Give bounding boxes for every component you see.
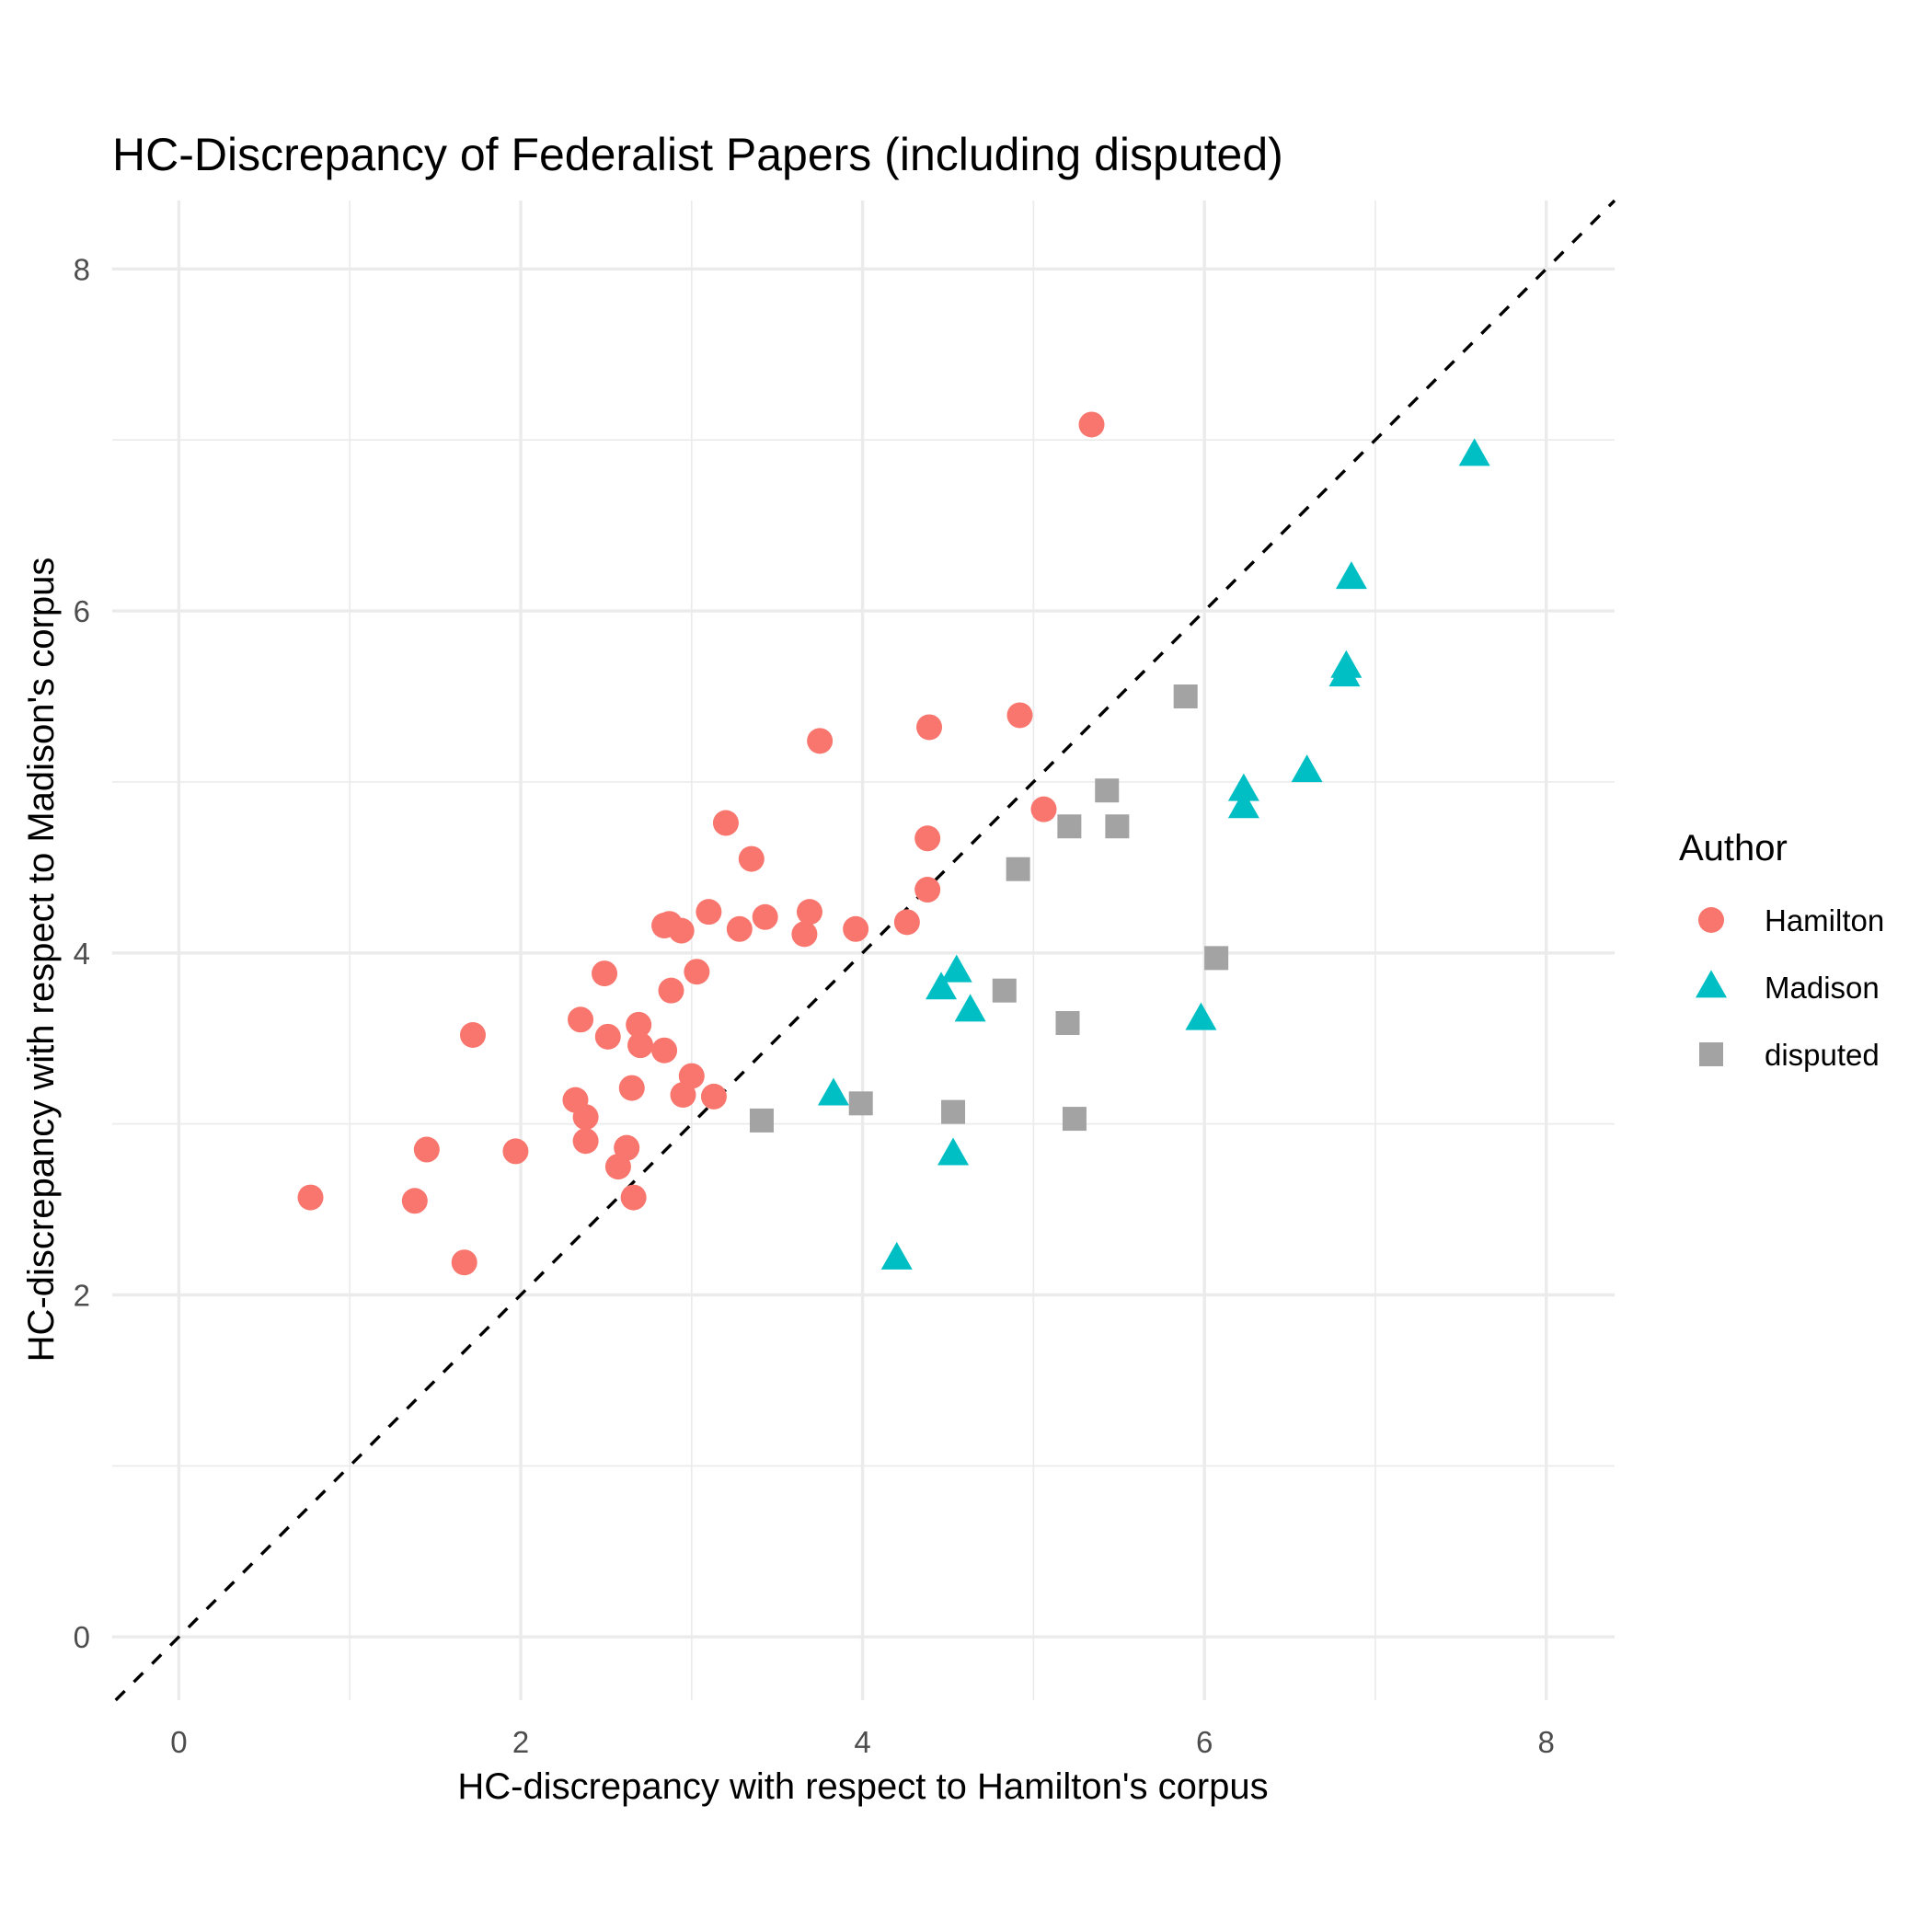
legend-key-disputed bbox=[1699, 1042, 1723, 1066]
reference-line-layer bbox=[114, 199, 1616, 1702]
y-tick-label: 8 bbox=[74, 252, 90, 286]
data-point-hamilton bbox=[620, 1184, 647, 1211]
data-point-madison bbox=[1227, 790, 1259, 819]
series-madison bbox=[817, 438, 1490, 1270]
data-point-disputed bbox=[992, 978, 1017, 1003]
legend-key-hamilton bbox=[1698, 907, 1724, 933]
data-point-hamilton bbox=[700, 1083, 727, 1110]
data-point-hamilton bbox=[696, 899, 722, 926]
data-point-hamilton bbox=[914, 877, 941, 903]
data-point-hamilton bbox=[752, 903, 778, 930]
data-point-madison bbox=[940, 954, 972, 983]
data-point-madison bbox=[1335, 561, 1367, 590]
data-point-hamilton bbox=[572, 1104, 599, 1131]
series-hamilton bbox=[297, 411, 1105, 1276]
data-point-hamilton bbox=[572, 1128, 599, 1155]
data-point-hamilton bbox=[668, 917, 695, 944]
data-point-disputed bbox=[1204, 946, 1229, 971]
y-tick-label: 0 bbox=[74, 1620, 90, 1654]
data-point-hamilton bbox=[568, 1006, 594, 1033]
data-point-hamilton bbox=[684, 959, 710, 985]
data-point-madison bbox=[937, 1137, 970, 1166]
data-point-hamilton bbox=[807, 728, 834, 754]
data-point-hamilton bbox=[592, 960, 618, 987]
legend-label: Madison bbox=[1765, 971, 1880, 1005]
data-point-hamilton bbox=[678, 1063, 705, 1089]
data-point-hamilton bbox=[712, 810, 739, 836]
data-point-disputed bbox=[1173, 684, 1198, 708]
data-point-disputed bbox=[941, 1099, 966, 1124]
legend: Author Hamilton Madison disputed bbox=[1679, 828, 1884, 1072]
data-point-hamilton bbox=[626, 1011, 652, 1038]
chart-title: HC-Discrepancy of Federalist Papers (inc… bbox=[112, 129, 1283, 180]
data-point-hamilton bbox=[413, 1136, 440, 1163]
data-point-hamilton bbox=[893, 909, 920, 936]
series-disputed bbox=[749, 684, 1229, 1133]
legend-item-madison: Madison bbox=[1696, 970, 1880, 1005]
legend-label: Hamilton bbox=[1765, 903, 1884, 937]
data-point-madison bbox=[1227, 773, 1259, 801]
data-point-hamilton bbox=[297, 1184, 324, 1211]
data-point-disputed bbox=[1057, 814, 1082, 839]
data-point-hamilton bbox=[627, 1032, 654, 1059]
data-point-disputed bbox=[1006, 857, 1030, 881]
data-point-hamilton bbox=[451, 1249, 477, 1276]
x-tick-label: 2 bbox=[512, 1725, 529, 1759]
x-axis-title: HC-discrepancy with respect to Hamilton'… bbox=[457, 1766, 1268, 1807]
y-tick-label: 4 bbox=[74, 937, 90, 971]
legend-item-hamilton: Hamilton bbox=[1698, 903, 1884, 937]
data-point-disputed bbox=[749, 1108, 774, 1133]
data-point-hamilton bbox=[401, 1188, 428, 1214]
data-point-madison bbox=[954, 994, 986, 1022]
data-point-madison bbox=[880, 1241, 913, 1270]
data-point-hamilton bbox=[916, 714, 943, 741]
data-point-madison bbox=[1330, 650, 1363, 678]
data-point-hamilton bbox=[726, 915, 753, 942]
x-axis-ticks: 0 2 4 6 8 bbox=[170, 1725, 1555, 1759]
legend-title: Author bbox=[1679, 828, 1788, 868]
data-point-hamilton bbox=[1078, 411, 1105, 438]
data-point-hamilton bbox=[1030, 796, 1057, 822]
legend-label: disputed bbox=[1765, 1038, 1880, 1072]
data-point-madison bbox=[1291, 754, 1323, 783]
y-axis-ticks: 0 2 4 6 8 bbox=[74, 252, 90, 1654]
data-point-hamilton bbox=[791, 921, 818, 948]
data-point-madison bbox=[817, 1077, 849, 1106]
data-point-hamilton bbox=[738, 845, 765, 872]
data-point-hamilton bbox=[459, 1022, 486, 1049]
data-point-hamilton bbox=[658, 977, 684, 1004]
data-point-madison bbox=[1185, 1002, 1217, 1030]
y-axis-title: HC-discrepancy with respect to Madison's… bbox=[21, 558, 62, 1363]
legend-key-madison bbox=[1696, 970, 1727, 998]
y-tick-label: 2 bbox=[74, 1279, 90, 1313]
x-tick-label: 0 bbox=[170, 1725, 187, 1759]
data-point-hamilton bbox=[618, 1075, 645, 1101]
data-point-hamilton bbox=[614, 1134, 640, 1161]
data-point-hamilton bbox=[1006, 702, 1033, 729]
data-point-disputed bbox=[1105, 814, 1130, 839]
data-point-disputed bbox=[1095, 778, 1120, 803]
x-tick-label: 4 bbox=[854, 1725, 870, 1759]
y-tick-label: 6 bbox=[74, 594, 90, 628]
data-point-disputed bbox=[848, 1091, 873, 1116]
data-point-disputed bbox=[1055, 1010, 1080, 1035]
data-point-hamilton bbox=[914, 825, 941, 852]
legend-item-disputed: disputed bbox=[1699, 1038, 1880, 1072]
data-point-madison bbox=[1458, 438, 1490, 466]
data-point-hamilton bbox=[502, 1138, 529, 1165]
x-tick-label: 8 bbox=[1538, 1725, 1555, 1759]
data-point-hamilton bbox=[651, 1037, 678, 1064]
data-point-madison bbox=[926, 972, 958, 1000]
data-point-disputed bbox=[1062, 1107, 1087, 1132]
data-point-hamilton bbox=[594, 1023, 621, 1050]
points-layer bbox=[297, 411, 1490, 1276]
x-tick-label: 6 bbox=[1196, 1725, 1213, 1759]
data-point-hamilton bbox=[796, 899, 822, 926]
data-point-hamilton bbox=[843, 915, 869, 942]
reference-line bbox=[114, 199, 1616, 1702]
